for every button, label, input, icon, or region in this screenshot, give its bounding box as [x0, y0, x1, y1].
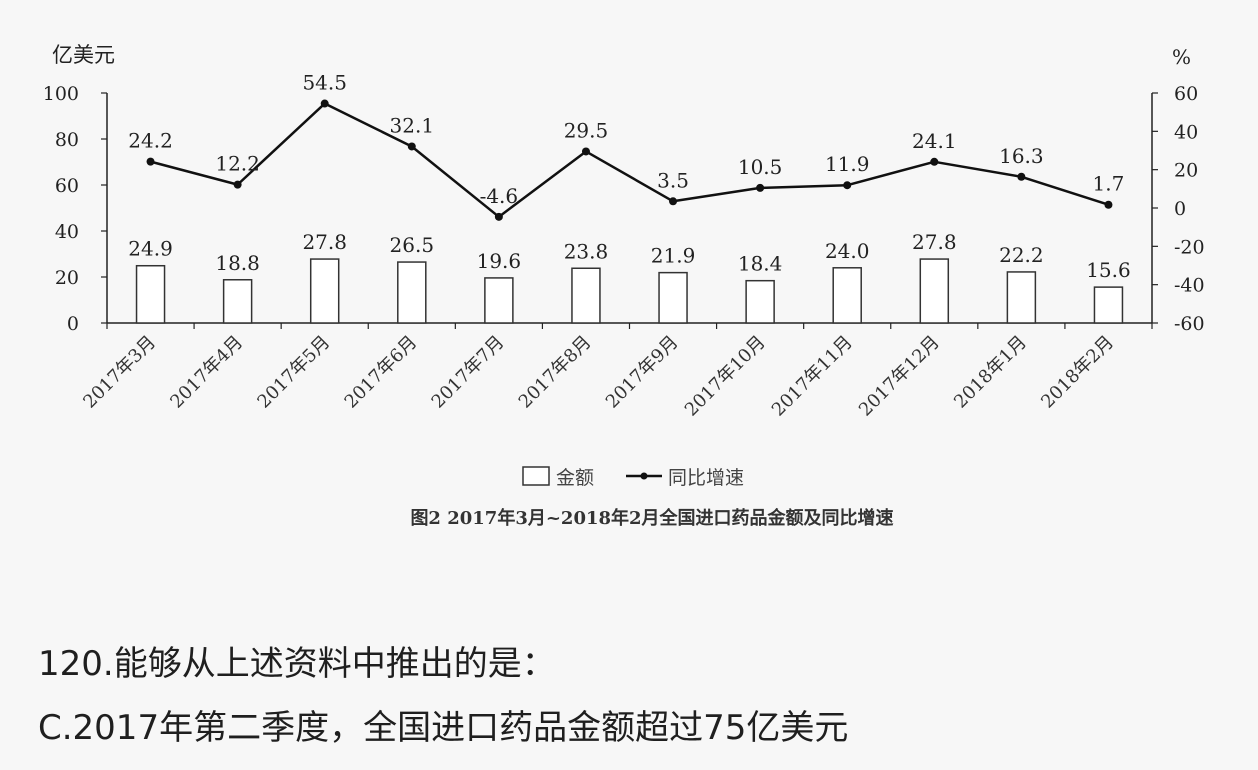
right-tick-label: 0: [1174, 198, 1186, 220]
line-value-label: 11.9: [825, 152, 870, 176]
line-point: [407, 142, 416, 151]
x-tick-label: 2017年11月: [768, 332, 857, 421]
bar-value-label: 22.2: [999, 243, 1044, 267]
line-point: [581, 147, 590, 156]
x-tick-label: 2018年2月: [1037, 332, 1118, 413]
bar-value-label: 15.6: [1086, 258, 1131, 282]
x-tick-label: 2017年9月: [602, 332, 683, 413]
line-point: [756, 183, 765, 192]
left-tick-label: 100: [43, 83, 79, 105]
right-tick-label: 40: [1174, 121, 1198, 143]
left-tick-label: 40: [55, 221, 79, 243]
bar: [484, 277, 514, 324]
bar: [571, 267, 601, 324]
line-point: [494, 212, 503, 221]
x-tick-label: 2017年5月: [253, 332, 334, 413]
line-value-label: 3.5: [657, 168, 689, 192]
line-value-label: 24.2: [128, 129, 173, 153]
bar-value-label: 24.0: [825, 239, 870, 263]
legend-line-marker: [640, 472, 648, 480]
left-tick-label: 60: [55, 175, 79, 197]
line-value-label: 12.2: [215, 152, 260, 176]
line-point: [233, 180, 242, 189]
bar: [832, 267, 862, 324]
legend-bar-swatch: [522, 466, 550, 486]
legend-line-label: 同比增速: [668, 467, 744, 489]
left-axis-unit: 亿美元: [52, 43, 115, 67]
right-tick-label: -40: [1174, 275, 1205, 297]
line-point: [669, 197, 678, 206]
x-tick-label: 2017年3月: [79, 332, 160, 413]
bar-value-label: 18.8: [215, 251, 260, 275]
bar: [135, 264, 166, 324]
line-point: [146, 157, 155, 166]
bar: [222, 279, 253, 324]
x-tick-label: 2017年4月: [166, 332, 247, 413]
line-point: [843, 181, 852, 190]
line-point: [1104, 200, 1113, 209]
legend: 金额 同比增速: [522, 466, 744, 489]
growth-line: [150, 102, 1109, 219]
question-prompt: 120.能够从上述资料中推出的是：: [38, 644, 556, 684]
bar-value-label: 26.5: [390, 233, 435, 257]
legend-bar-label: 金额: [556, 467, 594, 489]
bar-value-label: 19.6: [477, 249, 522, 273]
left-tick-label: 20: [55, 267, 79, 289]
line-point: [1017, 172, 1026, 181]
bar: [397, 261, 427, 324]
bar-value-label: 24.9: [128, 237, 173, 261]
right-tick-label: -60: [1174, 313, 1205, 335]
right-tick-label: -20: [1174, 236, 1205, 258]
answer-option: C.2017年第二季度，全国进口药品金额超过75亿美元: [38, 708, 849, 748]
right-tick-label: 60: [1174, 83, 1198, 105]
chart: 亿美元 % 0 20 40 60 80 100 -60 -40 -20 0 20 40 60 24.9 1…: [43, 43, 1205, 529]
line-value-label: 54.5: [302, 71, 347, 95]
bar: [309, 258, 340, 324]
line-value-label: 10.5: [738, 155, 783, 179]
line-series: 24.2 12.2 54.5 32.1 -4.6 29.5 3.5 10.5 11.9 24.1 1…: [128, 71, 1124, 221]
line-value-label: 29.5: [564, 118, 609, 142]
x-tick-label: 2017年12月: [855, 332, 944, 421]
x-tick-labels: 2017年3月 2017年4月 2017年5月 2017年6月 2017年7月 2017年…: [79, 332, 1118, 421]
bar-value-label: 18.4: [738, 252, 783, 276]
bar-value-label: 23.8: [564, 239, 609, 263]
line-value-label: 16.3: [999, 144, 1044, 168]
line-value-label: 24.1: [912, 129, 957, 153]
line-value-label: -4.6: [480, 184, 519, 208]
bar-series: 24.9 18.8 27.8 26.5 19.6 23.8 21.9 18.4 24.0 27.8…: [128, 230, 1131, 324]
right-axis-unit: %: [1172, 45, 1191, 69]
bar-value-label: 27.8: [912, 230, 957, 254]
right-tick-label: 20: [1174, 160, 1198, 182]
chart-title: 图2 2017年3月~2018年2月全国进口药品金额及同比增速: [410, 507, 893, 529]
line-value-label: 32.1: [390, 113, 435, 137]
bar: [1093, 286, 1124, 324]
bar-value-label: 21.9: [651, 244, 696, 268]
x-tick-label: 2017年6月: [341, 332, 422, 413]
bar: [1006, 271, 1037, 324]
line-value-label: 1.7: [1093, 172, 1125, 196]
bar: [919, 258, 950, 324]
x-tick-label: 2018年1月: [950, 332, 1031, 413]
line-point: [930, 157, 939, 166]
bar-value-label: 27.8: [302, 230, 347, 254]
bar: [745, 279, 775, 324]
left-tick-label: 0: [67, 313, 79, 335]
x-tick-label: 2017年10月: [681, 332, 770, 421]
left-tick-label: 80: [55, 129, 79, 151]
line-point: [320, 99, 329, 108]
x-tick-label: 2017年7月: [428, 332, 509, 413]
bar: [658, 271, 688, 324]
axes: 0 20 40 60 80 100 -60 -40 -20 0 20 40 60: [43, 83, 1205, 335]
x-tick-label: 2017年8月: [515, 332, 596, 413]
